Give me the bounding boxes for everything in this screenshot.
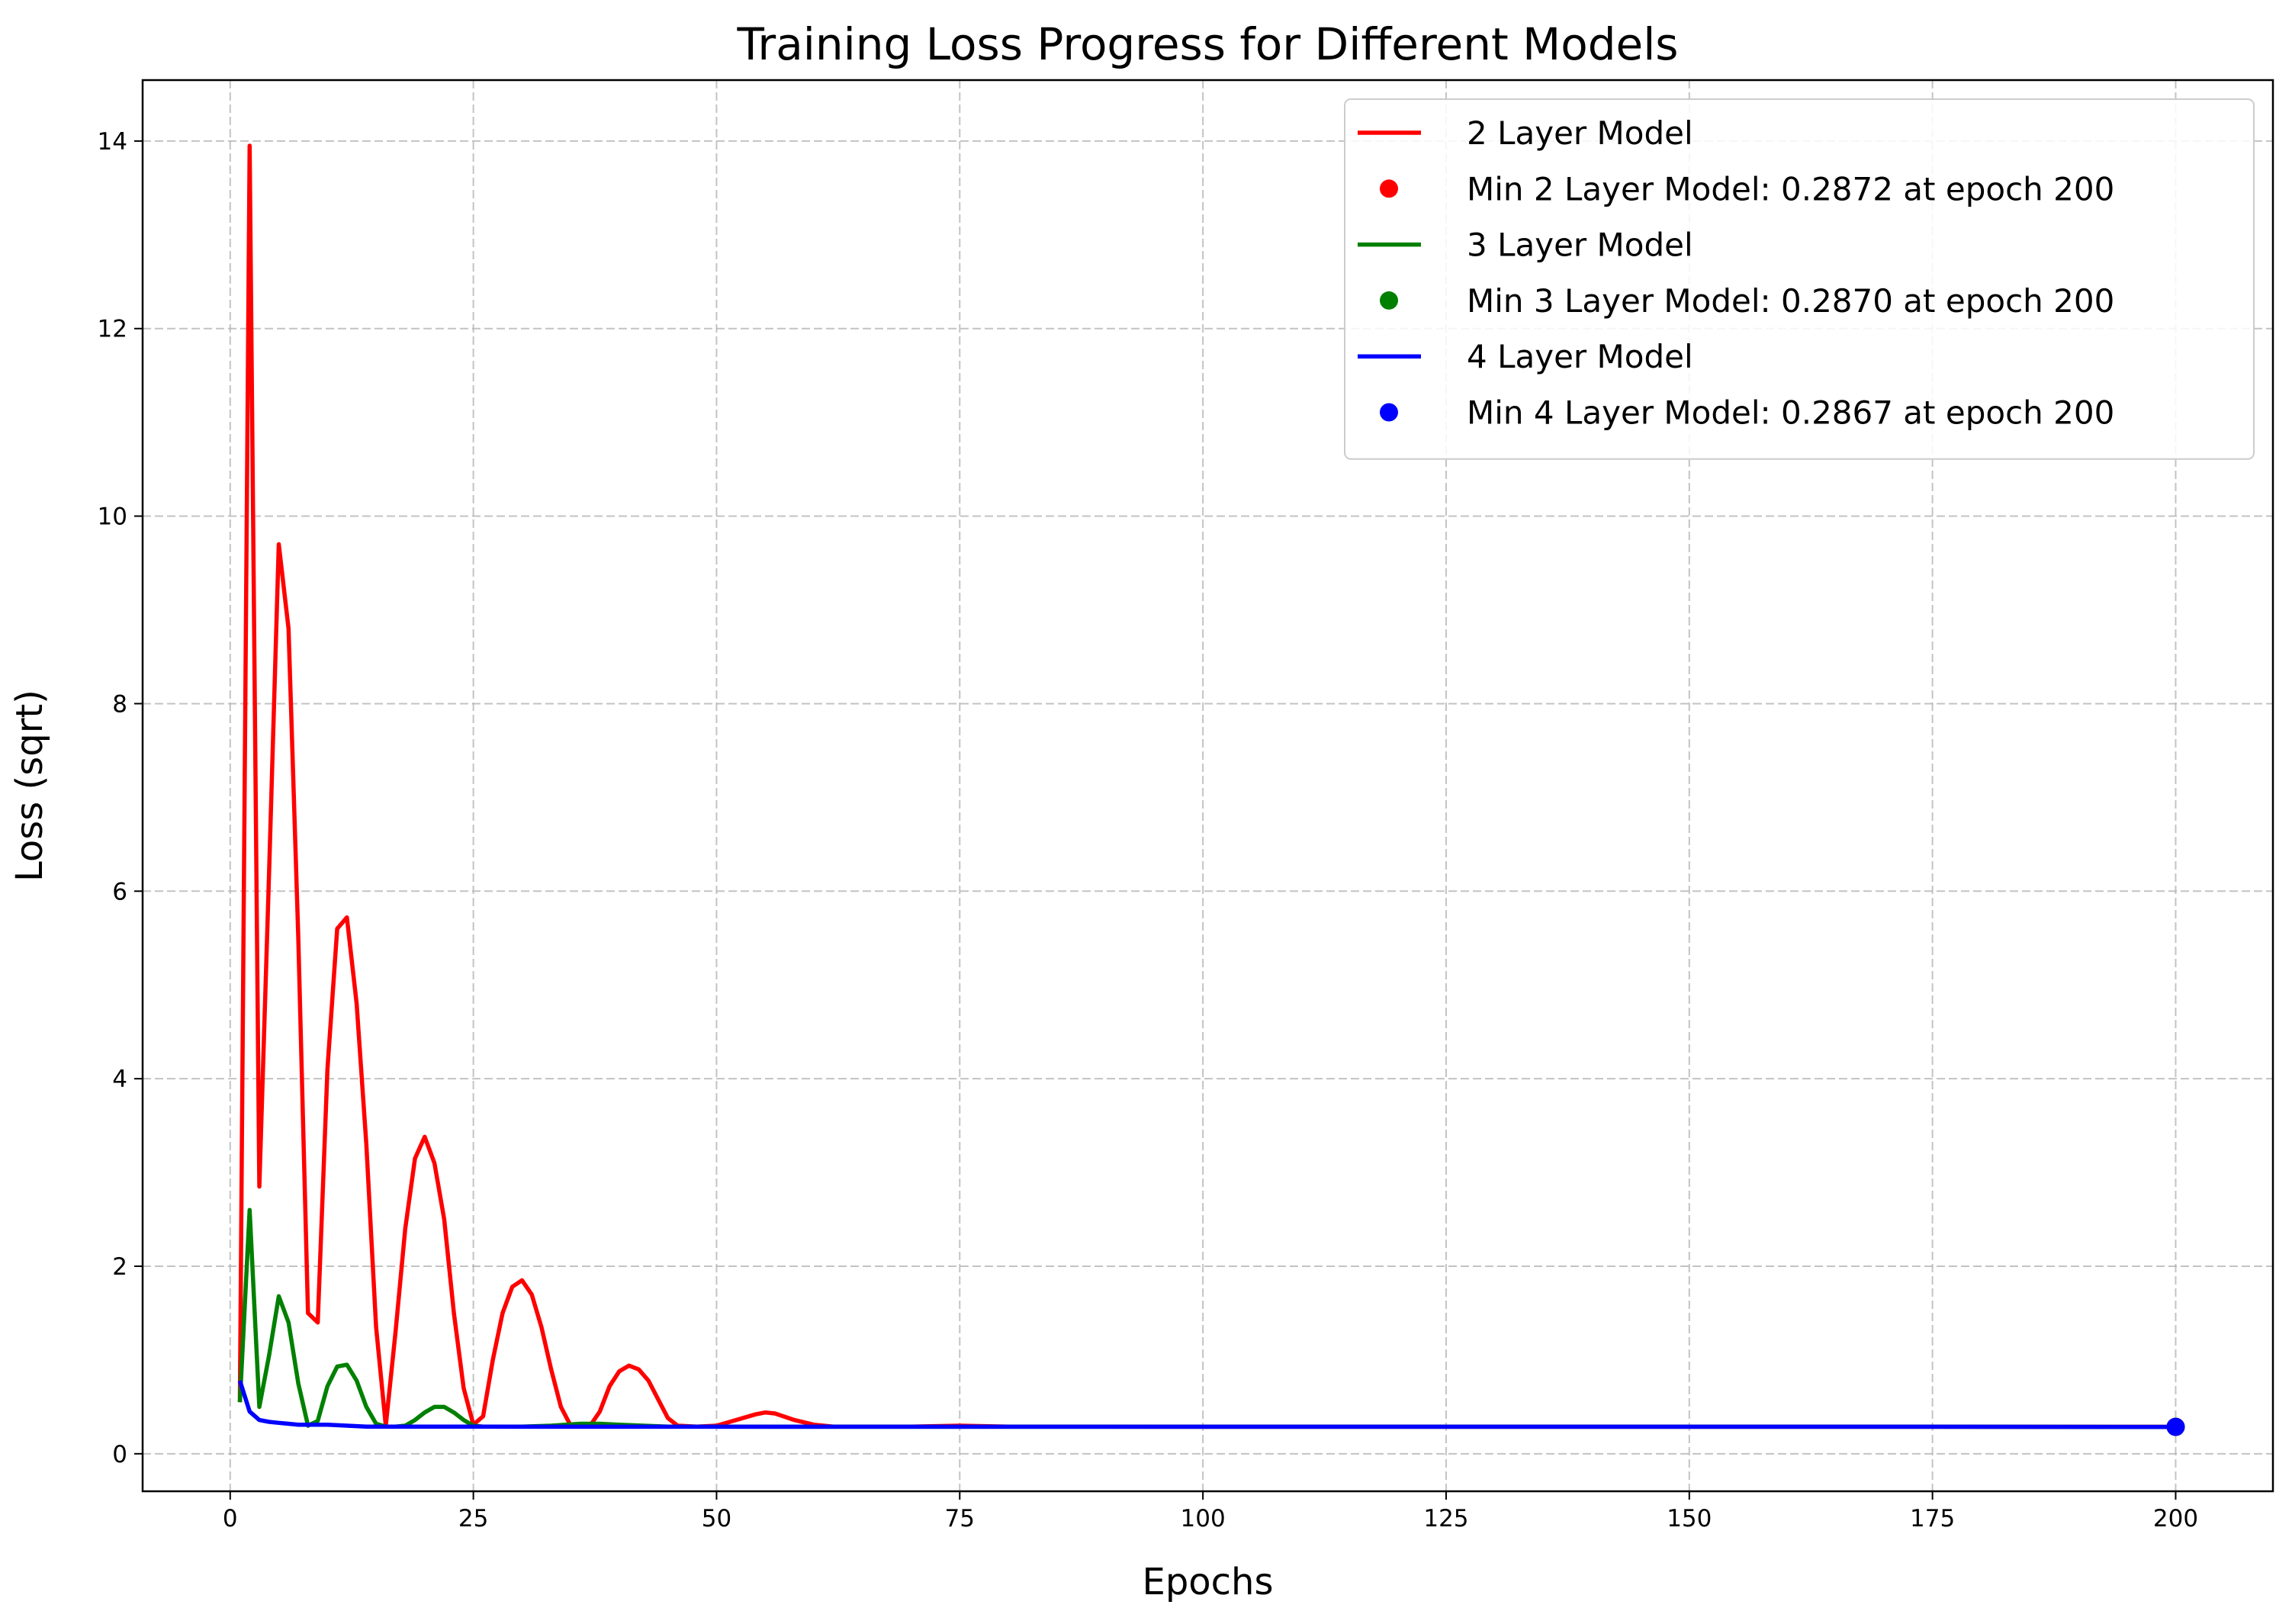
- y-tick-label: 6: [112, 878, 127, 905]
- x-axis-title: Epochs: [1143, 1561, 1274, 1603]
- legend-box: [1344, 98, 2255, 460]
- x-tick-label: 200: [2153, 1505, 2198, 1532]
- y-axis-title: Loss (sqrt): [8, 690, 51, 882]
- y-tick-label: 4: [112, 1066, 127, 1093]
- min-markers: [2166, 1417, 2185, 1436]
- legend-dot-swatch: [1380, 179, 1398, 198]
- legend-label: 4 Layer Model: [1467, 338, 1693, 375]
- chart-title: Training Loss Progress for Different Mod…: [736, 18, 1678, 70]
- legend-dot-swatch: [1380, 403, 1398, 422]
- x-tick-label: 75: [945, 1505, 975, 1532]
- legend-label: Min 2 Layer Model: 0.2872 at epoch 200: [1467, 170, 2114, 207]
- legend: 2 Layer Model Min 2 Layer Model: 0.2872 a…: [1344, 98, 2255, 460]
- x-tick-label: 0: [223, 1505, 238, 1532]
- legend-label: 3 Layer Model: [1467, 227, 1693, 264]
- legend-label: Min 3 Layer Model: 0.2870 at epoch 200: [1467, 282, 2114, 320]
- y-tick-label: 12: [98, 316, 127, 343]
- min-marker-4-layer: [2166, 1417, 2185, 1436]
- y-tick-label: 10: [98, 503, 127, 531]
- y-tick-label: 2: [112, 1253, 127, 1281]
- series-lines: [237, 143, 2176, 1429]
- legend-label: 2 Layer Model: [1467, 114, 1693, 152]
- x-tick-label: 25: [458, 1505, 488, 1532]
- plot-frame: [141, 79, 2274, 1493]
- y-tick-label: 0: [112, 1441, 127, 1468]
- y-tick-label: 8: [112, 690, 127, 718]
- x-tick-label: 175: [1910, 1505, 1955, 1532]
- x-tick-label: 100: [1181, 1505, 1226, 1532]
- y-tick-label: 14: [98, 128, 127, 156]
- x-tick-label: 125: [1423, 1505, 1468, 1532]
- series-line-4-layer-model: [237, 1380, 2176, 1429]
- x-tick-label: 150: [1667, 1505, 1712, 1532]
- axis-ticks: 0 25 50 75 100 125 150 175 200 0 2 4 6 8 10 12 14: [98, 128, 2199, 1532]
- grid: [143, 80, 2273, 1491]
- legend-dot-swatch: [1380, 291, 1398, 310]
- legend-label: Min 4 Layer Model: 0.2867 at epoch 200: [1467, 394, 2114, 432]
- x-tick-label: 50: [702, 1505, 731, 1532]
